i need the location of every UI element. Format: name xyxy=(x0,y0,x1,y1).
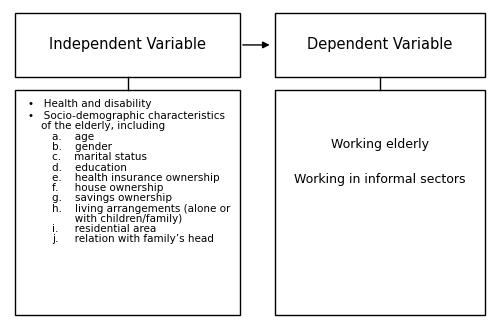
Text: Independent Variable: Independent Variable xyxy=(49,38,206,52)
Text: j.     relation with family’s head: j. relation with family’s head xyxy=(52,234,214,245)
Text: Working in informal sectors: Working in informal sectors xyxy=(294,173,466,186)
Text: of the elderly, including: of the elderly, including xyxy=(28,121,164,132)
Text: a.    age: a. age xyxy=(52,132,94,142)
Text: h.    living arrangements (alone or: h. living arrangements (alone or xyxy=(52,204,231,214)
Text: d.    education: d. education xyxy=(52,162,128,173)
Text: g.    savings ownership: g. savings ownership xyxy=(52,193,172,204)
FancyBboxPatch shape xyxy=(275,13,485,77)
FancyBboxPatch shape xyxy=(275,90,485,315)
Text: e.    health insurance ownership: e. health insurance ownership xyxy=(52,173,220,183)
Text: •   Health and disability: • Health and disability xyxy=(28,99,151,109)
Text: Working elderly: Working elderly xyxy=(331,138,429,151)
Text: f.     house ownership: f. house ownership xyxy=(52,183,164,193)
FancyBboxPatch shape xyxy=(15,13,240,77)
Text: b.    gender: b. gender xyxy=(52,142,112,152)
FancyBboxPatch shape xyxy=(15,90,240,315)
Text: i.     residential area: i. residential area xyxy=(52,224,157,234)
Text: Dependent Variable: Dependent Variable xyxy=(308,38,452,52)
Text: c.    marital status: c. marital status xyxy=(52,152,148,162)
Text: •   Socio-demographic characteristics: • Socio-demographic characteristics xyxy=(28,111,224,121)
Text: with children/family): with children/family) xyxy=(52,214,183,224)
